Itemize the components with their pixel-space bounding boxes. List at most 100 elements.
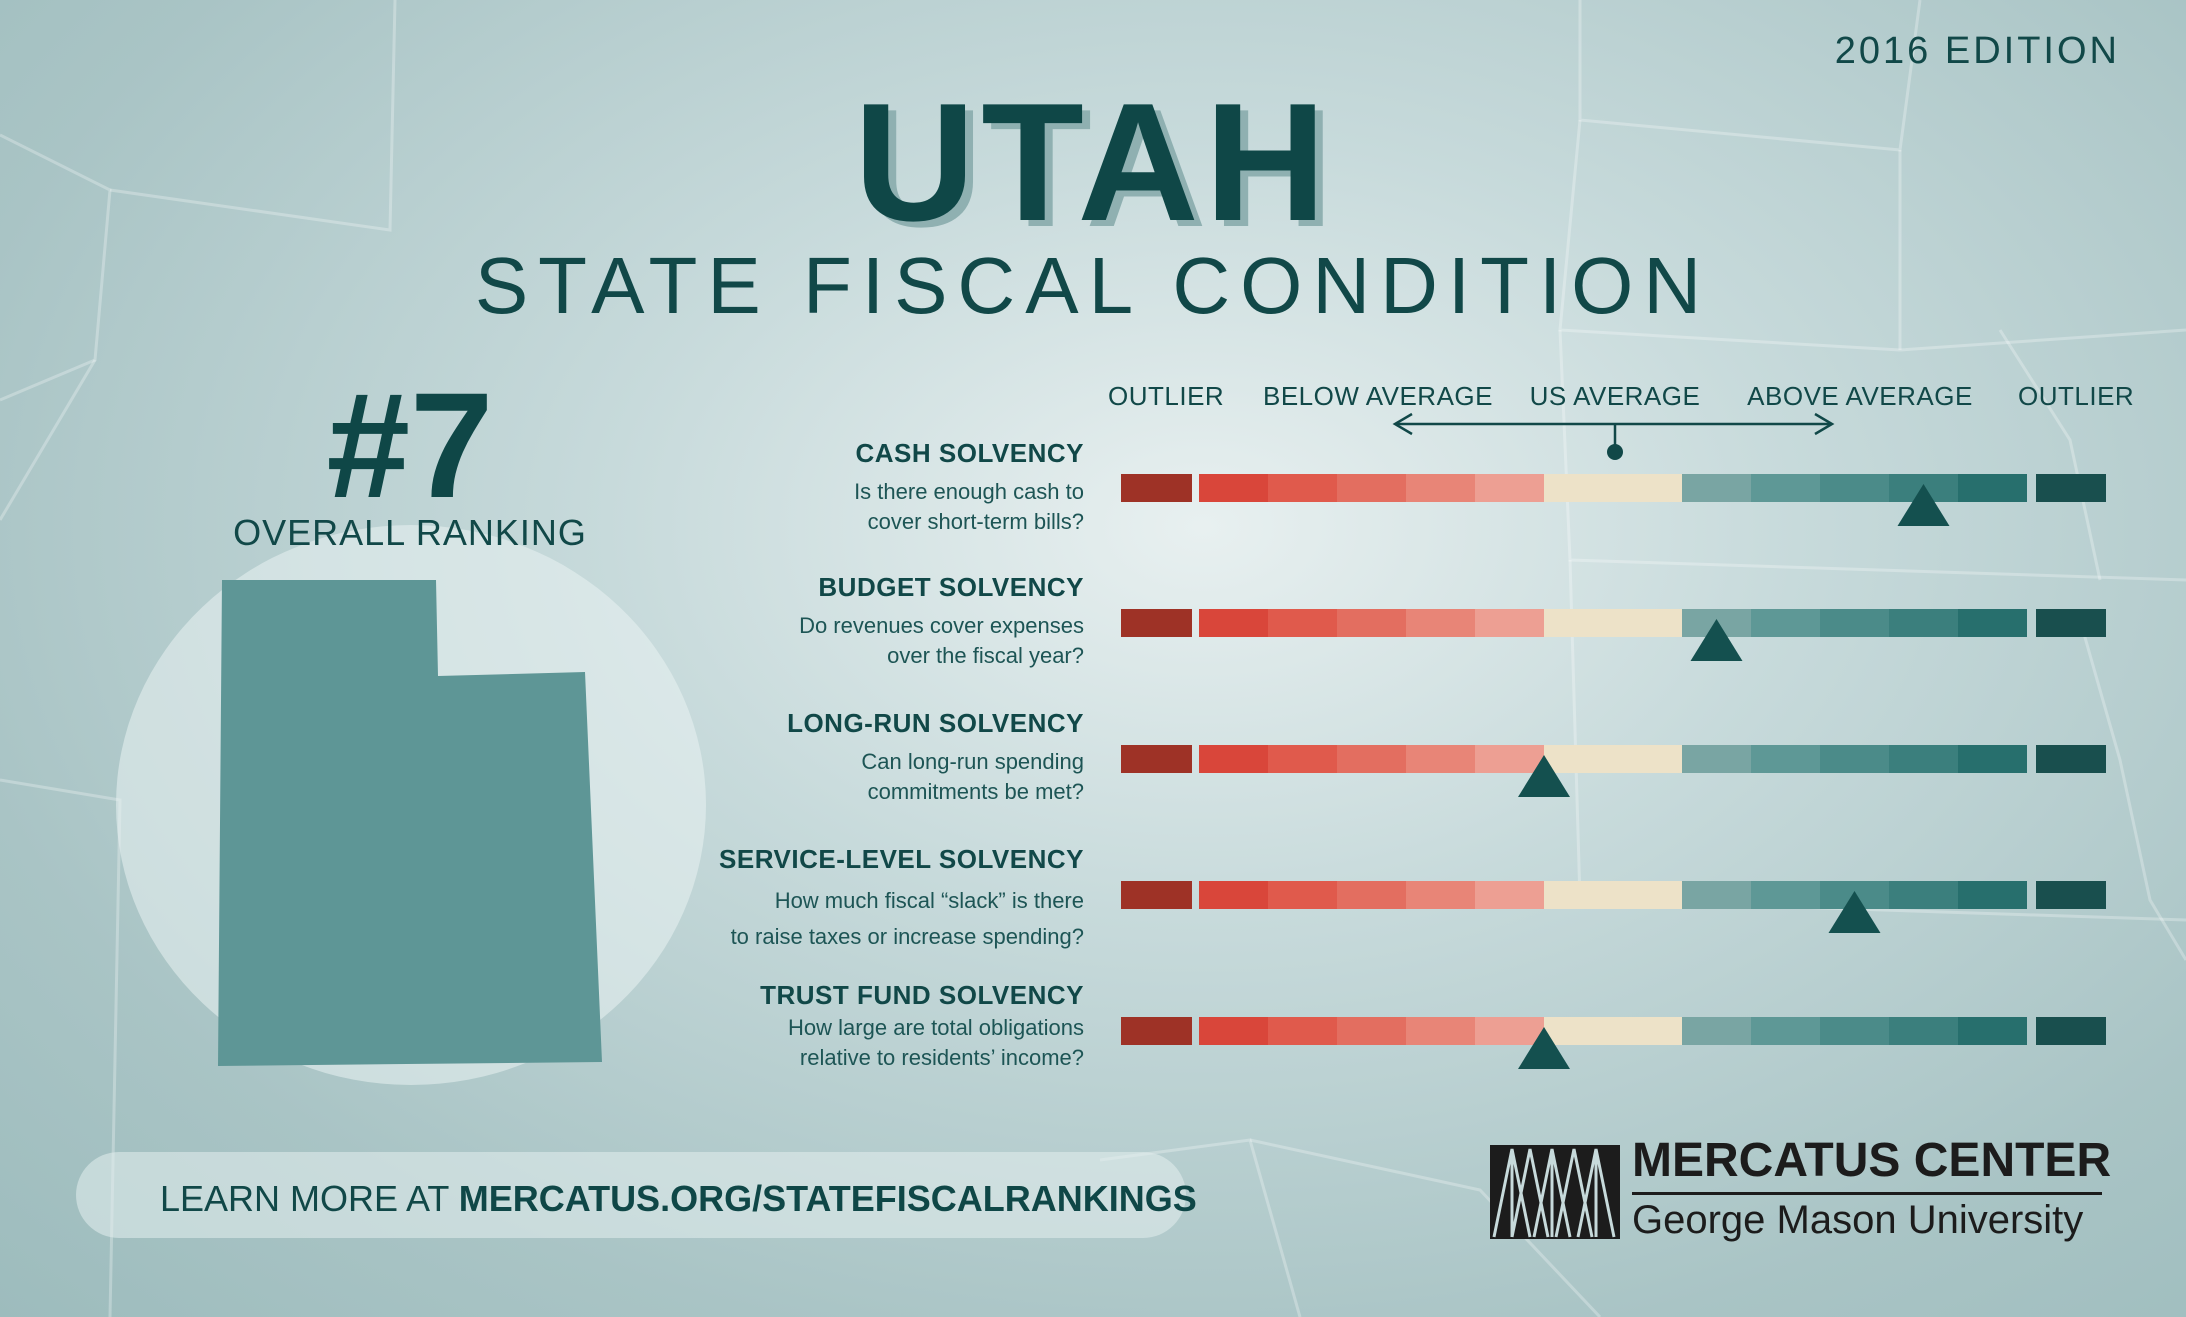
rating-segment — [1820, 745, 1889, 773]
rating-segment — [1682, 881, 1751, 909]
rating-segment — [1268, 881, 1337, 909]
learn-more-url[interactable]: MERCATUS.ORG/STATEFISCALRANKINGS — [458, 1178, 1197, 1219]
rating-segment — [1406, 745, 1475, 773]
rating-segment — [1199, 1017, 1268, 1045]
rating-segment — [1544, 745, 1682, 773]
metric-question-line: relative to residents’ income? — [799, 1045, 1084, 1070]
rating-segment — [1820, 474, 1889, 502]
rating-marker — [1518, 1027, 1570, 1069]
rating-bar-row — [1121, 745, 2106, 773]
metric-question-line: commitments be met? — [867, 779, 1084, 804]
rating-segment — [1751, 745, 1820, 773]
metric-question-line: How much fiscal “slack” is there — [774, 888, 1084, 913]
rating-segment — [1199, 881, 1268, 909]
overall-rank-label: OVERALL RANKING — [233, 512, 587, 553]
university-name: George Mason University — [1632, 1198, 2084, 1242]
metric-title: BUDGET SOLVENCY — [818, 572, 1084, 602]
rating-segment — [1199, 609, 1268, 637]
metric-question-line: How large are total obligations — [788, 1015, 1084, 1040]
rating-segment — [2036, 745, 2106, 773]
rating-segment — [1544, 609, 1682, 637]
rating-segment — [1199, 745, 1268, 773]
metric-cash-solvency: CASH SOLVENCY Is there enough cash to co… — [854, 438, 1084, 537]
rating-segment — [1682, 474, 1751, 502]
page-subtitle: STATE FISCAL CONDITION — [474, 241, 1712, 330]
edition-label: 2016 EDITION — [1834, 30, 2120, 72]
page-title: UTAH — [853, 68, 1333, 256]
rating-segment — [2036, 474, 2106, 502]
rating-segment — [1121, 609, 1192, 637]
rating-segment — [1751, 881, 1820, 909]
rating-segment — [1337, 881, 1406, 909]
scale-label-below-average: BELOW AVERAGE — [1263, 381, 1493, 411]
rating-segment — [1475, 745, 1544, 773]
metric-question-line: over the fiscal year? — [887, 643, 1084, 668]
metric-trust-fund-solvency: TRUST FUND SOLVENCY How large are total … — [760, 980, 1084, 1073]
rating-segment — [1682, 745, 1751, 773]
rating-segment — [1121, 1017, 1192, 1045]
rating-segment — [1544, 474, 1682, 502]
rating-segment — [1475, 474, 1544, 502]
learn-more-prefix: LEARN MORE AT — [160, 1178, 459, 1219]
metric-question-line: cover short-term bills? — [867, 509, 1084, 534]
rating-marker — [1828, 891, 1881, 933]
rating-segment — [1406, 881, 1475, 909]
rating-segment — [1268, 474, 1337, 502]
rating-segment — [1820, 1017, 1889, 1045]
rating-segment — [1751, 474, 1820, 502]
rating-segment — [1337, 745, 1406, 773]
metric-long-run-solvency: LONG-RUN SOLVENCY Can long-run spending … — [787, 708, 1084, 807]
rating-segment — [1820, 609, 1889, 637]
rating-marker — [1690, 619, 1743, 661]
rating-segment — [1199, 474, 1268, 502]
metric-service-level-solvency: SERVICE-LEVEL SOLVENCY How much fiscal “… — [719, 844, 1084, 955]
metric-title: SERVICE-LEVEL SOLVENCY — [719, 844, 1084, 874]
rating-segment — [2036, 609, 2106, 637]
rating-segment — [1751, 609, 1820, 637]
rating-segment — [1544, 881, 1682, 909]
metric-question-line: Do revenues cover expenses — [799, 613, 1084, 638]
metric-question-line: Can long-run spending — [861, 749, 1084, 774]
rating-marker — [1518, 755, 1570, 797]
metric-title: TRUST FUND SOLVENCY — [760, 980, 1084, 1010]
scale-label-us-average: US AVERAGE — [1529, 381, 1701, 411]
rating-segment — [1958, 881, 2027, 909]
rating-segment — [1682, 1017, 1751, 1045]
rating-segment — [1406, 474, 1475, 502]
learn-more-pill[interactable] — [76, 1152, 1186, 1238]
metric-title: CASH SOLVENCY — [855, 438, 1084, 468]
rating-segment — [1475, 609, 1544, 637]
logo-divider — [1632, 1192, 2102, 1195]
rating-segment — [1337, 474, 1406, 502]
rating-segment — [1889, 609, 1958, 637]
metric-budget-solvency: BUDGET SOLVENCY Do revenues cover expens… — [799, 572, 1084, 671]
rating-bar-row — [1121, 609, 2106, 637]
rating-segment — [1121, 474, 1192, 502]
learn-more-link[interactable]: LEARN MORE AT MERCATUS.ORG/STATEFISCALRA… — [160, 1178, 1197, 1220]
scale-label-outlier-low: OUTLIER — [1108, 381, 1225, 411]
overall-rank-number: #7 — [326, 361, 494, 529]
mercatus-center-name: MERCATUS CENTER — [1632, 1134, 2112, 1187]
rating-segment — [1958, 745, 2027, 773]
rating-segment — [1889, 881, 1958, 909]
rating-segment — [1121, 881, 1192, 909]
rating-segment — [1406, 609, 1475, 637]
rating-segment — [1958, 1017, 2027, 1045]
rating-segment — [1475, 881, 1544, 909]
rating-segment — [1268, 1017, 1337, 1045]
rating-segment — [1889, 1017, 1958, 1045]
rating-segment — [1268, 609, 1337, 637]
rating-segment — [2036, 881, 2106, 909]
rating-segment — [2036, 1017, 2106, 1045]
metric-question-line: to raise taxes or increase spending? — [730, 924, 1084, 949]
rating-segment — [1958, 609, 2027, 637]
rating-bar-row — [1121, 474, 2106, 502]
rating-segment — [1544, 1017, 1682, 1045]
scale-label-outlier-high: OUTLIER — [2018, 381, 2135, 411]
rating-segment — [1406, 1017, 1475, 1045]
rating-marker — [1897, 484, 1950, 526]
rating-segment — [1337, 609, 1406, 637]
